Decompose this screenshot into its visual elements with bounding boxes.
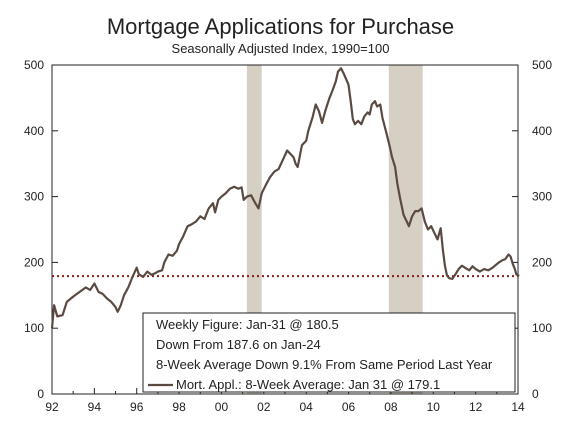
- y-tick-label-right: 500: [532, 58, 552, 72]
- y-tick-label-left: 0: [37, 387, 44, 401]
- series-line-1: [50, 67, 520, 329]
- legend-box: [142, 312, 516, 393]
- y-tick-label-right: 400: [532, 124, 552, 138]
- y-tick-label-left: 400: [24, 124, 44, 138]
- x-tick-label: 04: [300, 400, 314, 414]
- x-tick-label: 08: [384, 400, 398, 414]
- annotation-text-3: 8-Week Average Down 9.1% From Same Perio…: [156, 357, 493, 372]
- x-tick-label: 06: [342, 400, 356, 414]
- x-tick-label: 12: [469, 400, 483, 414]
- annotation-text-2: Down From 187.6 on Jan-24: [156, 337, 321, 352]
- recession-band-1: [246, 65, 262, 394]
- legend-label: Mort. Appl.: 8-Week Average: Jan 31 @ 17…: [176, 377, 440, 392]
- y-tick-label-right: 200: [532, 255, 552, 269]
- x-tick-label: 94: [88, 400, 102, 414]
- y-tick-label-right: 300: [532, 190, 552, 204]
- x-tick-label: 92: [45, 400, 59, 414]
- x-tick-label: 14: [511, 400, 525, 414]
- x-tick-label: 10: [427, 400, 441, 414]
- y-tick-label-right: 0: [532, 387, 539, 401]
- y-tick-label-left: 100: [24, 321, 44, 335]
- y-tick-label-left: 200: [24, 255, 44, 269]
- x-tick-label: 98: [172, 400, 186, 414]
- x-tick-label: 02: [257, 400, 271, 414]
- chart-subtitle: Seasonally Adjusted Index, 1990=100: [171, 41, 390, 56]
- x-tick-label: 00: [215, 400, 229, 414]
- y-tick-label-right: 100: [532, 321, 552, 335]
- x-tick-label: 96: [130, 400, 144, 414]
- annotation-text-1: Weekly Figure: Jan-31 @ 180.5: [156, 317, 339, 332]
- chart-title: Mortgage Applications for Purchase: [106, 14, 455, 39]
- y-tick-label-left: 500: [24, 58, 44, 72]
- y-tick-label-left: 300: [24, 190, 44, 204]
